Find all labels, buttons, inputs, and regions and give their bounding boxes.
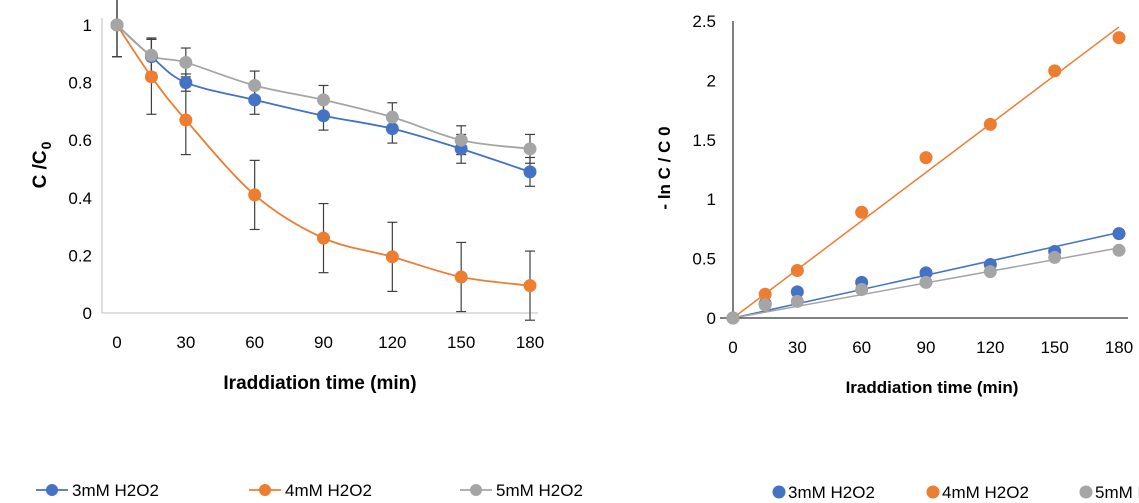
data-point-5mM-H2O2 (385, 110, 399, 124)
data-point-5mM-H2O2 (523, 142, 537, 156)
y-tick-label-right: 2.5 (692, 12, 716, 31)
data-point-5mM-H2O2 (144, 48, 158, 62)
data-point-4mM-H2O2 (248, 188, 262, 202)
x-tick-label-left: 0 (112, 333, 121, 352)
legend-marker (470, 484, 482, 496)
y-tick-label-left: 0.6 (68, 131, 92, 150)
data-point-4mM-H2O2 (454, 270, 468, 284)
legend-label: 3mM H2O2 (72, 481, 159, 500)
data-point-4mM-H2O2 (983, 117, 997, 131)
data-point-5mM-H2O2 (983, 265, 997, 279)
chart-kinetics: 0 0.5 1 1.5 2 2.5 0 30 60 90 120 150 180 Iraddiation… (655, 12, 1139, 502)
data-point-3mM-H2O2 (523, 165, 537, 179)
x-tick-label-left: 30 (176, 333, 195, 352)
data-point-5mM-H2O2 (1048, 250, 1062, 264)
y-tick-label-left: 0 (83, 304, 92, 323)
y-tick-label-right: 0.5 (692, 250, 716, 269)
data-point-3mM-H2O2 (179, 76, 193, 90)
data-point-3mM-H2O2 (919, 266, 933, 280)
x-axis-label-left: Iraddiation time (min) (223, 373, 416, 394)
data-point-4mM-H2O2 (919, 151, 933, 165)
data-point-4mM-H2O2 (855, 205, 869, 219)
legend-label: 4mM H2O2 (942, 483, 1029, 502)
x-tick-label-left: 120 (378, 333, 406, 352)
legend-marker (772, 485, 786, 499)
data-point-5mM-H2O2 (248, 78, 262, 92)
data-point-5mM-H2O2 (110, 18, 124, 32)
y-tick-label-left: 1 (83, 16, 92, 35)
x-tick-label-left: 180 (516, 333, 544, 352)
data-point-3mM-H2O2 (1112, 227, 1126, 241)
data-point-4mM-H2O2 (144, 70, 158, 84)
y-tick-label-right: 1 (707, 190, 716, 209)
data-point-4mM-H2O2 (179, 113, 193, 127)
legend-label: 5mM H2O2 (1095, 483, 1139, 502)
x-tick-label-right: 150 (1040, 338, 1068, 357)
data-point-5mM-H2O2 (758, 298, 772, 312)
data-point-5mM-H2O2 (790, 294, 804, 308)
data-point-5mM-H2O2 (919, 275, 933, 289)
x-tick-label-right: 60 (852, 338, 871, 357)
data-point-5mM-H2O2 (1112, 243, 1126, 257)
y-axis-label-left: C /C0 (30, 141, 54, 188)
legend-label: 5mM H2O2 (496, 481, 583, 500)
x-tick-label-right: 0 (728, 338, 737, 357)
legend-marker (46, 484, 58, 496)
legend-marker (1079, 485, 1093, 499)
y-tick-label-right: 2 (707, 71, 716, 90)
data-point-3mM-H2O2 (385, 122, 399, 136)
x-tick-label-right: 90 (917, 338, 936, 357)
data-point-5mM-H2O2 (855, 282, 869, 296)
data-point-5mM-H2O2 (726, 311, 740, 325)
data-point-4mM-H2O2 (1048, 64, 1062, 78)
y-tick-label-left: 0.4 (68, 189, 92, 208)
x-tick-label-left: 150 (447, 333, 475, 352)
data-point-4mM-H2O2 (523, 279, 537, 293)
x-axis-label-right: Iraddiation time (min) (846, 378, 1019, 397)
x-tick-label-left: 60 (245, 333, 264, 352)
y-axis-label-left-subscript: 0 (38, 141, 54, 149)
data-point-4mM-H2O2 (1112, 31, 1126, 45)
data-point-3mM-H2O2 (790, 285, 804, 299)
chart-concentration-ratio: 0 0.2 0.4 0.6 0.8 1 0 30 60 90 120 150 180 Iraddiati… (30, 0, 583, 500)
data-point-5mM-H2O2 (317, 93, 330, 107)
x-tick-label-right: 30 (788, 338, 807, 357)
x-tick-label-right: 120 (976, 338, 1004, 357)
legend-label: 3mM H2O2 (788, 483, 875, 502)
legend-label: 4mM H2O2 (285, 481, 372, 500)
data-point-3mM-H2O2 (248, 93, 262, 107)
x-tick-label-right: 180 (1105, 338, 1133, 357)
y-tick-label-left: 0.2 (68, 246, 92, 265)
data-point-4mM-H2O2 (790, 263, 804, 277)
y-tick-label-left: 0.8 (68, 74, 92, 93)
data-point-5mM-H2O2 (454, 133, 468, 147)
y-tick-label-right: 0 (707, 309, 716, 328)
data-point-4mM-H2O2 (317, 231, 330, 245)
series-line-4mM-H2O2 (116, 24, 531, 287)
data-point-4mM-H2O2 (758, 287, 772, 301)
y-axis-label-right: - ln C / C 0 (655, 126, 674, 209)
data-point-3mM-H2O2 (317, 109, 330, 123)
x-tick-label-left: 90 (314, 333, 333, 352)
y-tick-label-right: 1.5 (692, 131, 716, 150)
legend-marker (259, 484, 271, 496)
data-point-4mM-H2O2 (385, 250, 399, 264)
data-point-5mM-H2O2 (179, 55, 193, 69)
y-axis-label-left-main: C /C (30, 150, 51, 188)
legend-marker (926, 485, 940, 499)
